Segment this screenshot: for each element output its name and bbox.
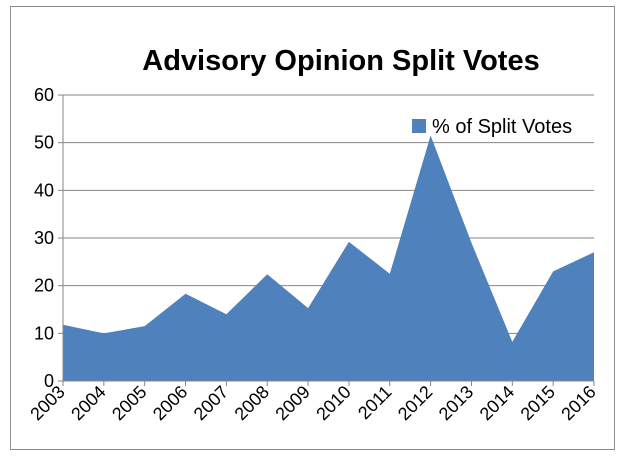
x-tick-label-2006: 2006 <box>149 382 191 424</box>
y-tick-label-40: 40 <box>34 180 54 200</box>
area-layer <box>62 135 595 381</box>
x-tick-label-2008: 2008 <box>231 382 273 424</box>
x-tick-label-2010: 2010 <box>312 382 354 424</box>
x-tick-label-2015: 2015 <box>517 382 559 424</box>
x-tick-label-2012: 2012 <box>394 382 436 424</box>
y-tick-label-60: 60 <box>34 85 54 105</box>
y-tick-label-30: 30 <box>34 228 54 248</box>
chart-title: Advisory Opinion Split Votes <box>142 45 539 77</box>
x-tick-label-2014: 2014 <box>476 382 518 424</box>
y-tick-label-50: 50 <box>34 133 54 153</box>
legend-swatch <box>412 119 426 133</box>
y-tick-label-20: 20 <box>34 276 54 296</box>
axes <box>58 94 595 386</box>
x-tick-label-2013: 2013 <box>435 382 477 424</box>
x-tick-label-2009: 2009 <box>271 382 313 424</box>
x-tick-label-2016: 2016 <box>557 382 599 424</box>
y-tick-label-0: 0 <box>44 371 54 391</box>
x-tick-label-2007: 2007 <box>190 382 232 424</box>
x-tick-label-2005: 2005 <box>108 382 150 424</box>
legend-label: % of Split Votes <box>432 116 572 138</box>
x-tick-label-2011: 2011 <box>354 382 396 424</box>
legend: % of Split Votes <box>412 116 572 138</box>
y-axis-ticks: 0 10 20 30 40 50 60 <box>34 85 54 391</box>
x-tick-label-2003: 2003 <box>26 382 68 424</box>
x-tick-label-2004: 2004 <box>67 382 109 424</box>
y-tick-label-10: 10 <box>34 323 54 343</box>
series-area-0 <box>63 135 594 381</box>
